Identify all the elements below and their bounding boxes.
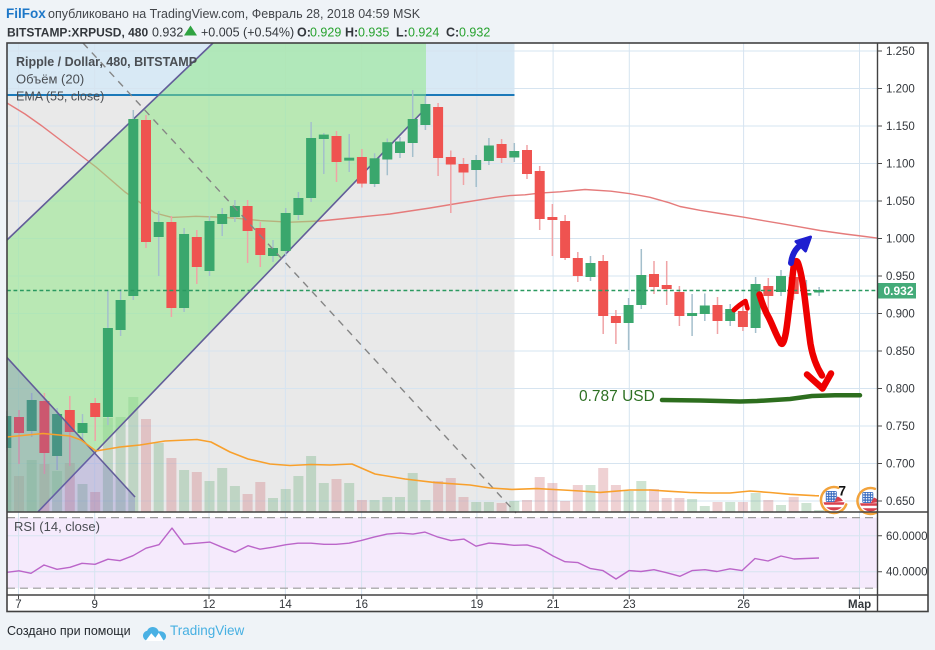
svg-text:21: 21 — [547, 599, 560, 611]
svg-text:1.200: 1.200 — [886, 84, 915, 96]
svg-text:0.932: 0.932 — [884, 284, 914, 298]
svg-text:TradingView: TradingView — [170, 623, 245, 638]
svg-text:C:: C: — [446, 26, 459, 40]
svg-text:7: 7 — [15, 599, 21, 611]
svg-text:0.935: 0.935 — [358, 26, 389, 40]
svg-text:0.929: 0.929 — [310, 26, 341, 40]
svg-text:Мар: Мар — [848, 599, 871, 611]
svg-text:23: 23 — [623, 599, 636, 611]
svg-text:L:: L: — [396, 26, 408, 40]
svg-text:опубликовано на TradingView.co: опубликовано на TradingView.com, Февраль… — [48, 7, 421, 21]
svg-text:+0.005 (+0.54%): +0.005 (+0.54%) — [201, 26, 294, 40]
svg-text:9: 9 — [92, 599, 98, 611]
svg-text:16: 16 — [355, 599, 368, 611]
svg-text:0.800: 0.800 — [886, 384, 915, 396]
svg-text:O:: O: — [297, 26, 311, 40]
svg-text:RSI (14, close): RSI (14, close) — [14, 519, 100, 534]
svg-text:0.750: 0.750 — [886, 421, 915, 433]
svg-text:1.150: 1.150 — [886, 121, 915, 133]
svg-text:0.924: 0.924 — [408, 26, 439, 40]
svg-text:Создано при помощи: Создано при помощи — [7, 624, 131, 638]
svg-text:40.0000: 40.0000 — [886, 567, 928, 579]
svg-text:60.0000: 60.0000 — [886, 531, 928, 543]
svg-text:Объём (20): Объём (20) — [16, 72, 84, 87]
svg-text:1.250: 1.250 — [886, 46, 915, 58]
svg-text:0.850: 0.850 — [886, 346, 915, 358]
svg-text:1.100: 1.100 — [886, 159, 915, 171]
svg-text:FilFox: FilFox — [6, 6, 46, 21]
svg-text:0.787 USD: 0.787 USD — [579, 388, 655, 405]
svg-text:0.650: 0.650 — [886, 496, 915, 508]
svg-text:0.950: 0.950 — [886, 271, 915, 283]
svg-text:0.700: 0.700 — [886, 459, 915, 471]
svg-text:1.000: 1.000 — [886, 234, 915, 246]
svg-text:0.900: 0.900 — [886, 309, 915, 321]
svg-text:0.932: 0.932 — [459, 26, 490, 40]
svg-text:7: 7 — [839, 484, 847, 499]
svg-text:EMA (55, close): EMA (55, close) — [16, 90, 104, 104]
svg-text:12: 12 — [203, 599, 216, 611]
svg-text:19: 19 — [471, 599, 484, 611]
svg-text:H:: H: — [345, 26, 358, 40]
svg-text:26: 26 — [737, 599, 750, 611]
svg-text:BITSTAMP:XRPUSD, 480: BITSTAMP:XRPUSD, 480 — [7, 26, 148, 40]
svg-text:Ripple / Dollar, 480, BITSTAMP: Ripple / Dollar, 480, BITSTAMP — [16, 55, 197, 69]
svg-text:1.050: 1.050 — [886, 196, 915, 208]
svg-text:14: 14 — [279, 599, 292, 611]
svg-text:0.932: 0.932 — [152, 26, 183, 40]
